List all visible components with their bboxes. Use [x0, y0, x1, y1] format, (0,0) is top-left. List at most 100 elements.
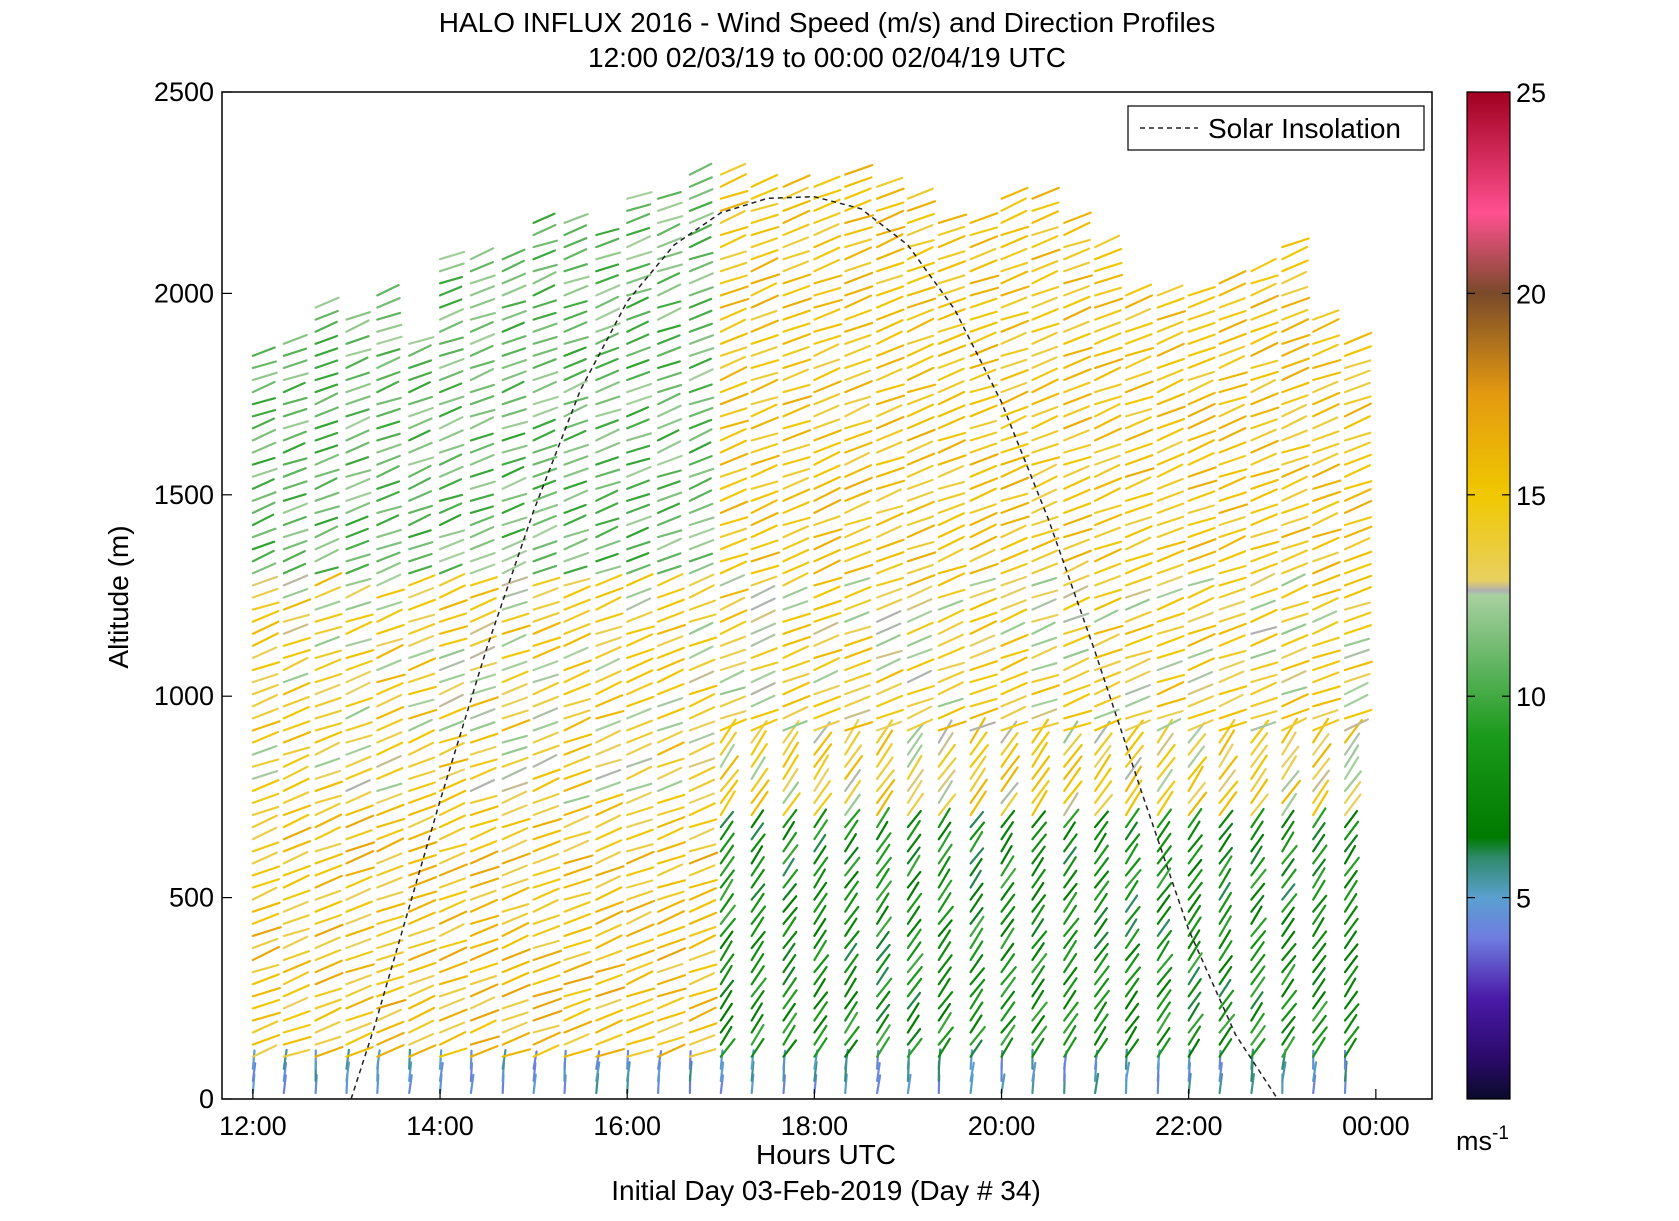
wind-arrow — [565, 757, 590, 767]
wind-arrow — [1158, 504, 1183, 513]
wind-arrow — [658, 430, 678, 440]
wind-arrow — [284, 876, 309, 888]
wind-arrow — [409, 491, 431, 501]
wind-arrow — [627, 627, 654, 634]
wind-arrow — [1126, 685, 1150, 694]
wind-arrow — [316, 1000, 341, 1009]
wind-arrow — [845, 722, 872, 730]
wind-arrow — [784, 696, 810, 706]
wind-arrow — [471, 516, 493, 525]
wind-arrow — [471, 434, 493, 441]
wind-arrow — [596, 965, 624, 973]
wind-arrow — [316, 723, 342, 730]
wind-arrow — [596, 420, 618, 428]
wind-arrow — [347, 384, 370, 392]
wind-arrow — [1282, 395, 1307, 404]
wind-arrow — [440, 816, 465, 828]
wind-arrow — [503, 348, 525, 356]
wind-arrow — [1158, 442, 1182, 453]
wind-arrow — [1220, 651, 1246, 658]
wind-arrow — [814, 288, 840, 296]
wind-arrow — [971, 599, 997, 610]
wind-arrow — [1189, 381, 1213, 393]
wind-arrow — [658, 566, 681, 573]
wind-arrow — [658, 828, 683, 840]
wind-arrow — [1126, 636, 1152, 646]
wind-arrow — [877, 457, 904, 465]
wind-arrow — [253, 732, 278, 743]
wind-arrow — [1345, 538, 1369, 549]
wind-arrow — [845, 781, 860, 803]
wind-arrow — [596, 911, 622, 924]
wind-arrow — [471, 697, 498, 706]
wind-arrow — [1064, 418, 1091, 429]
wind-arrow — [440, 467, 463, 477]
wind-arrow — [690, 686, 717, 694]
wind-arrow — [409, 771, 434, 779]
wind-arrow — [627, 950, 654, 960]
wind-arrow — [1251, 675, 1276, 682]
wind-arrow — [627, 312, 649, 320]
wind-arrow — [1251, 296, 1277, 308]
wind-arrow — [503, 602, 527, 610]
wind-arrow — [627, 396, 651, 404]
wind-arrow — [565, 1051, 566, 1069]
wind-arrow — [284, 360, 307, 368]
wind-arrow — [784, 502, 809, 513]
wind-arrow — [347, 373, 369, 380]
wind-arrow — [752, 482, 778, 489]
wind-arrow — [690, 998, 717, 1009]
wind-arrow — [503, 936, 528, 948]
wind-arrow — [1282, 709, 1308, 718]
wind-arrow — [627, 252, 651, 259]
wind-arrow — [284, 841, 310, 851]
wind-arrow — [316, 1047, 343, 1057]
wind-arrow — [1282, 551, 1307, 562]
wind-arrow — [1282, 671, 1305, 682]
wind-arrow — [908, 649, 932, 658]
wind-arrow — [627, 289, 651, 296]
wind-arrow — [347, 1023, 371, 1032]
wind-arrow — [1095, 488, 1120, 501]
wind-arrow — [377, 602, 401, 610]
wind-arrow — [1158, 682, 1184, 694]
wind-arrow — [971, 675, 997, 683]
x-axis-label-secondary: Initial Day 03-Feb-2019 (Day # 34) — [611, 1175, 1041, 1206]
wind-arrow — [784, 526, 808, 537]
wind-arrow — [845, 540, 870, 550]
wind-arrow — [347, 698, 373, 706]
wind-arrow — [627, 494, 649, 501]
wind-arrow — [690, 491, 711, 501]
wind-arrow — [534, 661, 558, 670]
wind-arrow — [784, 445, 809, 453]
wind-arrow — [565, 516, 586, 526]
wind-arrow — [284, 658, 308, 670]
wind-arrow — [377, 358, 399, 368]
wind-arrow — [284, 481, 307, 488]
wind-arrow — [409, 900, 435, 912]
wind-arrow — [721, 468, 746, 477]
wind-arrow — [1282, 457, 1307, 465]
wind-arrow — [877, 417, 903, 428]
wind-arrow — [1032, 380, 1057, 393]
wind-arrow — [471, 964, 497, 973]
wind-arrow — [1251, 441, 1277, 453]
wind-arrow — [877, 442, 901, 452]
wind-arrow — [1251, 733, 1267, 754]
wind-arrow — [845, 323, 872, 332]
wind-arrow — [1251, 634, 1276, 646]
wind-arrow — [971, 648, 995, 658]
wind-arrow — [658, 768, 681, 779]
wind-arrow — [377, 610, 402, 622]
wind-arrow — [565, 718, 590, 731]
wind-arrow — [658, 795, 684, 803]
wind-arrow — [971, 636, 995, 646]
wind-arrow — [253, 709, 278, 719]
wind-arrow — [721, 517, 747, 525]
wind-arrow — [908, 1050, 910, 1069]
wind-arrow — [1220, 782, 1238, 803]
wind-arrow — [316, 455, 338, 465]
wind-arrow — [503, 382, 524, 392]
wind-arrow — [565, 624, 590, 634]
wind-arrow — [1220, 384, 1247, 392]
